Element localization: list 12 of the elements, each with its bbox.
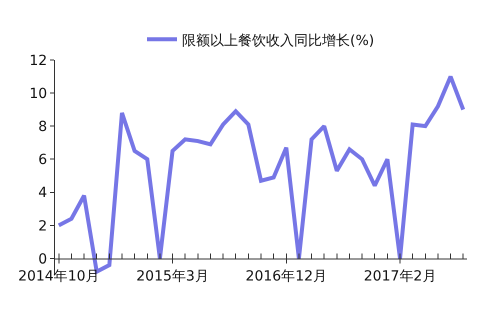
y-tick-label: 2 (38, 218, 48, 234)
y-tick-label: 0 (38, 251, 48, 268)
x-tick-label: 2015年3月 (136, 268, 209, 284)
y-tick-label: 4 (38, 185, 48, 202)
x-tick-label: 2017年2月 (364, 268, 436, 284)
x-tick-label: 2014年10月 (18, 268, 100, 284)
y-tick-label: 6 (38, 152, 48, 168)
y-tick-label: 12 (29, 52, 48, 69)
legend-label: 限额以上餐饮收入同比增长(%) (182, 32, 374, 49)
y-tick-label: 10 (29, 86, 48, 102)
x-tick-label: 2016年12月 (246, 268, 328, 284)
y-tick-label: 8 (38, 119, 48, 136)
